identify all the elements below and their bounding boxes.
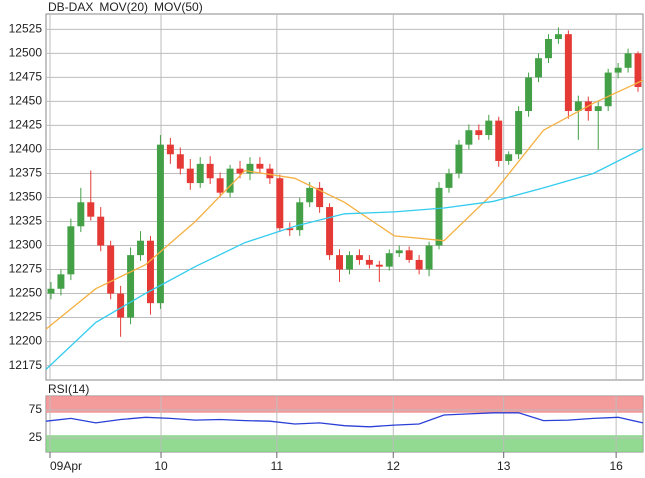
candle-body [117, 293, 125, 318]
candle-body [256, 163, 264, 169]
candle-body [445, 173, 453, 188]
candle-body [87, 202, 95, 217]
candle-body [594, 106, 602, 112]
candle-body [246, 163, 254, 174]
candle-body [326, 207, 334, 256]
candle-body [97, 216, 105, 246]
candle-body [176, 154, 184, 169]
series-line [45, 147, 644, 370]
candle-body [425, 245, 433, 270]
candle-body [137, 240, 145, 256]
legend: DB-DAX MOV(20) MOV(50) [48, 0, 203, 14]
y-tick-label: 12475 [9, 70, 43, 84]
candle-body [544, 38, 552, 59]
y-tick-label: 12425 [9, 118, 43, 132]
candle-body [236, 168, 244, 174]
legend-item: MOV(20) [99, 0, 148, 14]
candle-body [455, 144, 463, 174]
y-tick-label: 12375 [9, 166, 43, 180]
series-line [45, 79, 644, 330]
y-tick-label: 12175 [9, 358, 43, 372]
y-tick-label: 12525 [9, 22, 43, 36]
series-line [45, 412, 644, 428]
candle-body [465, 130, 473, 145]
y-tick-label: 75 [29, 402, 43, 416]
candle-body [216, 178, 224, 193]
candle-body [345, 255, 353, 270]
candle-body [306, 187, 314, 203]
x-tick-label: 13 [497, 459, 511, 473]
candle-body [77, 202, 85, 227]
candle-body [604, 72, 612, 107]
y-tick-label: 12325 [9, 214, 43, 228]
candle-body [286, 228, 294, 231]
x-tick-label: 11 [271, 459, 284, 473]
y-tick-label: 12275 [9, 262, 43, 276]
candle-body [634, 53, 642, 88]
candle-body [107, 245, 115, 294]
y-tick-label: 12300 [9, 238, 43, 252]
rsi-band [46, 396, 643, 413]
candle-body [525, 77, 533, 112]
candle-body [395, 250, 403, 254]
candle-body [226, 168, 234, 193]
candle-body [415, 259, 423, 270]
y-tick-label: 12200 [9, 334, 43, 348]
rsi-title: RSI(14) [48, 382, 89, 396]
candle-body [156, 144, 164, 304]
candle-body [515, 111, 523, 155]
y-tick-label: 12350 [9, 190, 43, 204]
x-tick-label: 10 [154, 459, 168, 473]
candle-body [296, 202, 304, 231]
candle-body [624, 53, 632, 68]
candle-body [67, 226, 75, 275]
candle-body [574, 101, 582, 112]
candle-body [316, 187, 324, 208]
y-tick-label: 12450 [9, 94, 43, 108]
candle-body [475, 130, 483, 136]
y-tick-label: 12400 [9, 142, 43, 156]
candle-body [405, 250, 413, 260]
candle-body [166, 144, 174, 155]
candle-body [385, 253, 393, 267]
y-tick-label: 12500 [9, 46, 43, 60]
candle-body [554, 34, 562, 39]
candle-body [47, 288, 55, 294]
candle-body [57, 274, 65, 289]
rsi-band [46, 435, 643, 452]
candle-body [186, 168, 194, 184]
candle-body [435, 187, 443, 246]
x-tick-label: 09Apr [50, 459, 82, 473]
candle-body [127, 255, 135, 318]
candle-body [355, 255, 363, 260]
candle-body [146, 240, 154, 304]
legend-item: DB-DAX [48, 0, 93, 14]
candle-body [196, 163, 204, 184]
candle-body [485, 120, 493, 136]
candle-body [206, 163, 214, 179]
x-tick-label: 12 [387, 459, 401, 473]
candle-body [266, 168, 274, 179]
candle-body [375, 264, 383, 267]
candle-body [614, 67, 622, 73]
y-tick-label: 25 [29, 430, 43, 444]
candle-body [495, 120, 503, 161]
legend-item: MOV(50) [154, 0, 203, 14]
candle-body [276, 178, 284, 229]
candle-body [365, 259, 373, 265]
candle-body [564, 34, 572, 112]
candle-body [505, 154, 513, 161]
candle-body [535, 58, 543, 78]
candle-body [336, 255, 344, 270]
y-tick-label: 12225 [9, 310, 43, 324]
y-tick-label: 12250 [9, 286, 43, 300]
x-tick-label: 16 [609, 459, 623, 473]
